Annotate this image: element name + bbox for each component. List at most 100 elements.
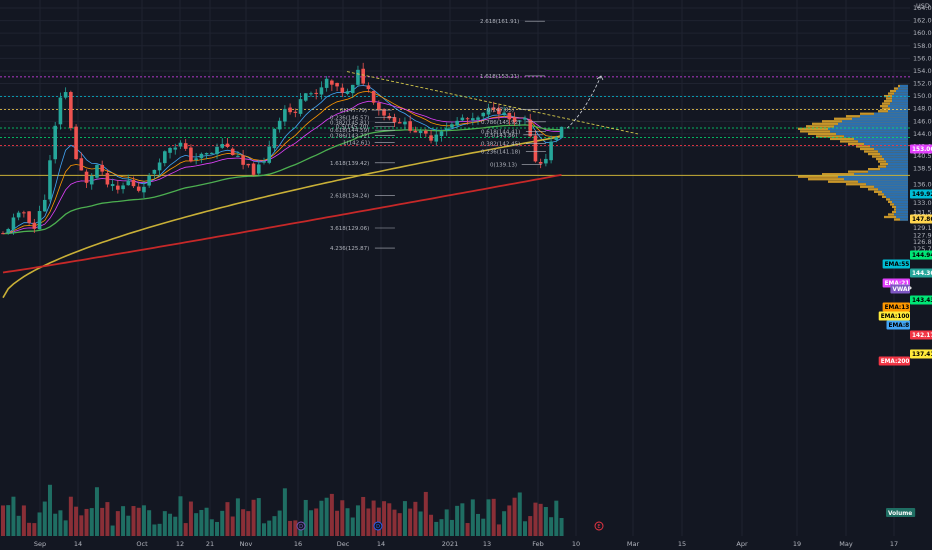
trend-drawings [346, 71, 639, 135]
time-axis-background [0, 536, 910, 550]
volume-profile-bar [894, 213, 908, 216]
price-tag-text: 142.17 [912, 333, 932, 339]
candle-body [27, 211, 31, 223]
candle-body [105, 173, 110, 185]
candle-body [267, 146, 272, 163]
volume-bar [32, 523, 37, 536]
candle-body [194, 158, 198, 160]
volume-bar [136, 507, 141, 536]
candle-body [251, 163, 256, 175]
candle-body [53, 125, 57, 160]
volume-profile-bar [852, 117, 908, 120]
candle-body [455, 120, 459, 126]
volume-bars [1, 484, 564, 536]
volume-profile-bar [898, 87, 908, 90]
volume-bar [512, 497, 517, 536]
volume-bar [126, 515, 131, 536]
price-tag [910, 250, 932, 260]
volume-profile-bar [880, 167, 908, 171]
volume-bar [188, 501, 193, 536]
fib-label: 2.618(161.91) [480, 19, 519, 25]
volume-profile-bar [886, 195, 908, 199]
candle-body [199, 153, 204, 159]
volume-bar [413, 501, 418, 536]
event-marker [296, 521, 306, 531]
volume-profile-bar [894, 203, 908, 206]
candle-body [335, 82, 339, 87]
volume-bar [21, 505, 26, 536]
volume-bar [147, 510, 152, 536]
candle-body [84, 171, 89, 183]
candle-body [79, 158, 84, 171]
candle-body [236, 155, 240, 157]
candle-body [63, 92, 68, 98]
fib-label: 0.5(145.20) [336, 124, 368, 130]
volume-bar [387, 503, 392, 536]
ema-lines [2, 85, 562, 299]
time-axis[interactable]: Sep 14 Oct 12 21 Nov 16 Dec 14 2021 13 Feb 10 Mar 15 Ap… [0, 536, 910, 550]
candle-body [215, 146, 219, 155]
candle-body [309, 93, 313, 95]
volume-bar [439, 519, 444, 536]
candle-body [476, 117, 480, 120]
candle-body [256, 164, 261, 174]
volume-bar [543, 507, 548, 536]
volume-bar [89, 508, 94, 536]
time-tick-label: 13 [483, 540, 491, 548]
candle-body [32, 222, 37, 229]
volume-profile-bar [890, 107, 908, 110]
fib-label: 0.618(144.59) [330, 128, 369, 134]
time-tick-label: Mar [627, 540, 640, 548]
price-tag [890, 284, 910, 294]
time-tick-label: Oct [136, 540, 148, 548]
volume-bar [371, 500, 376, 536]
volume-profile-bar [874, 147, 908, 151]
volume-bar [1, 505, 5, 536]
candle-body [559, 126, 564, 138]
candle-body [142, 186, 146, 193]
volume-profile-bar [844, 135, 908, 138]
candle-body [293, 111, 298, 113]
volume-bar [241, 509, 246, 536]
price-tag-text: EMA:13 [885, 305, 910, 311]
volume-bar [345, 508, 350, 536]
price-tag-text: EMA:55 [885, 262, 910, 268]
volume-bar [215, 521, 220, 536]
volume-profile-bar [896, 205, 908, 209]
volume-bar [79, 515, 84, 536]
volume-profile-bar [890, 102, 908, 105]
volume-bar [481, 518, 486, 536]
volume-bar [324, 497, 329, 536]
candle-body [533, 135, 538, 162]
volume-bar [267, 520, 272, 536]
time-tick-label: May [839, 540, 853, 548]
candle-body [126, 180, 131, 186]
volume-profile-bar [860, 115, 908, 118]
time-tick-label: Dec [337, 540, 350, 548]
volume-profile-bar [854, 173, 908, 176]
candle-body [42, 199, 47, 212]
volume-profile-bar [836, 132, 908, 136]
candle-body [517, 120, 522, 122]
volume-profile-bar [858, 140, 908, 143]
volume-bar [486, 499, 491, 536]
volume-bar [319, 500, 324, 536]
price-tag-text: VWAP [892, 287, 912, 293]
price-tick-label: 133.00 [913, 199, 932, 207]
fib-label: 0.5(143.86) [485, 133, 517, 139]
candle-body [345, 91, 350, 94]
candle-body [434, 134, 439, 142]
volume-bar [277, 510, 282, 536]
candle-body [277, 120, 282, 130]
volume-bar [444, 509, 449, 536]
price-tag-text: 147.86 [912, 217, 932, 223]
volume-bar [465, 523, 470, 536]
candle-body [1, 233, 5, 235]
candle-body [549, 141, 553, 161]
volume-profile-bar [844, 178, 908, 181]
candle-body [210, 152, 214, 154]
volume-profile-bar [892, 94, 908, 98]
volume-bar [262, 523, 266, 536]
